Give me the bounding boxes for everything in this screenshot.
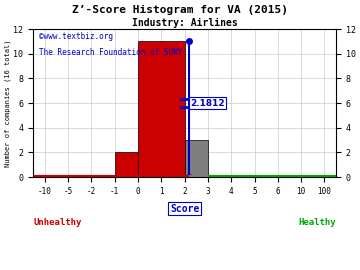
Text: Unhealthy: Unhealthy (33, 218, 82, 227)
Title: Industry: Airlines: Industry: Airlines (132, 18, 238, 28)
Text: ©www.textbiz.org: ©www.textbiz.org (39, 32, 113, 41)
Text: The Research Foundation of SUNY: The Research Foundation of SUNY (39, 48, 183, 58)
Bar (138, 42, 185, 177)
Text: Score: Score (170, 204, 199, 214)
Text: Z’-Score Histogram for VA (2015): Z’-Score Histogram for VA (2015) (72, 5, 288, 15)
Bar (185, 140, 208, 177)
Bar (115, 152, 138, 177)
Text: Healthy: Healthy (298, 218, 336, 227)
Y-axis label: Number of companies (16 total): Number of companies (16 total) (4, 39, 11, 167)
Text: 2.1812: 2.1812 (190, 99, 225, 108)
